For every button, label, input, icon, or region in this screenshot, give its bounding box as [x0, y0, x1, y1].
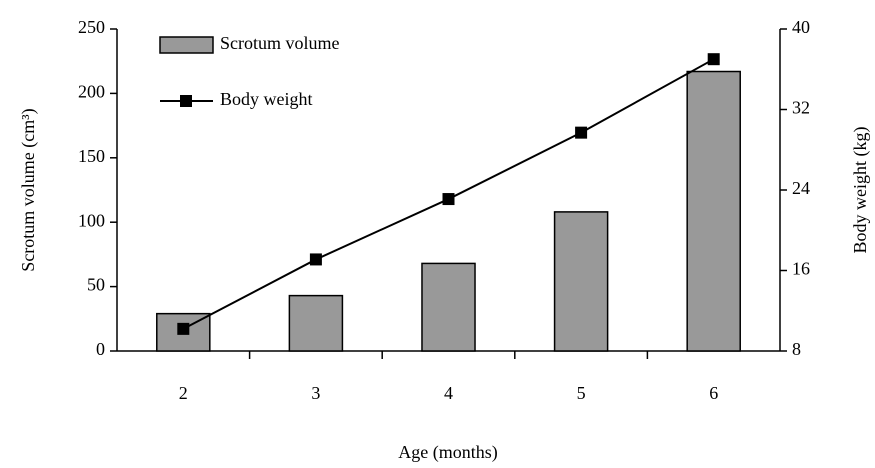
legend-marker [180, 95, 192, 107]
marker [309, 253, 322, 266]
y2-tick-label: 40 [792, 17, 810, 37]
legend-label: Body weight [220, 89, 313, 109]
bar [288, 294, 344, 352]
bar [421, 262, 476, 352]
x-tick-label: 3 [311, 383, 320, 403]
x-tick-label: 5 [577, 383, 586, 403]
x-tick-label: 4 [444, 383, 453, 403]
legend-swatch [159, 36, 214, 54]
y-tick-label: 250 [78, 17, 105, 37]
x-tick-label: 6 [709, 383, 718, 403]
y-tick-label: 50 [87, 275, 105, 295]
legend-label: Scrotum volume [220, 33, 340, 53]
y2-tick-label: 24 [792, 178, 810, 198]
marker [707, 53, 720, 66]
marker [575, 126, 588, 139]
bar [686, 70, 741, 352]
y2-tick-label: 32 [792, 98, 810, 118]
y-tick-label: 200 [78, 82, 105, 102]
marker [442, 193, 455, 206]
y-tick-label: 150 [78, 146, 105, 166]
bar [553, 211, 609, 352]
y-tick-label: 100 [78, 210, 105, 230]
marker [177, 322, 190, 335]
x-axis-label: Age (months) [398, 442, 497, 463]
y-axis-label: Scrotum volume (cm³) [18, 108, 39, 271]
y2-tick-label: 16 [792, 259, 810, 279]
y2-axis-label: Body weight (kg) [850, 127, 871, 254]
x-tick-label: 2 [179, 383, 188, 403]
y-tick-label: 0 [96, 339, 105, 359]
y2-tick-label: 8 [792, 339, 801, 359]
